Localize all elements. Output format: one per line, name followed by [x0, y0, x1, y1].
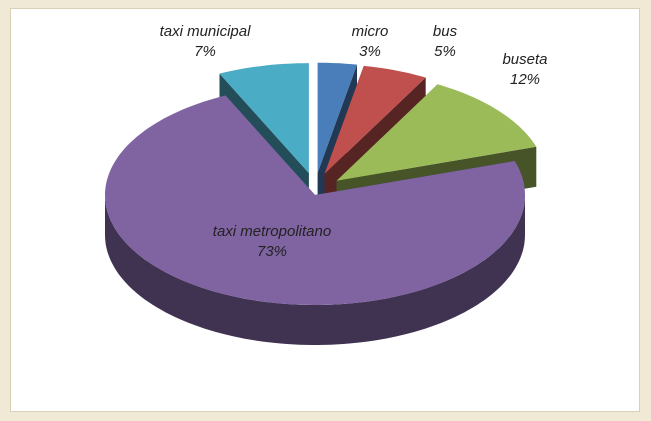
slice — [324, 65, 426, 174]
value-label: 3% — [359, 43, 381, 60]
category-label: micro — [351, 23, 389, 40]
value-label: 7% — [194, 43, 216, 60]
data-label: taxi municipal 7% — [130, 22, 280, 62]
data-label: taxi metropolitano 73% — [207, 222, 337, 262]
slice — [317, 62, 357, 173]
category-label: taxi metropolitano — [212, 223, 332, 240]
data-label: buseta 12% — [495, 50, 555, 90]
value-label: 5% — [434, 43, 456, 60]
slice — [336, 84, 537, 181]
category-label: bus — [432, 23, 458, 40]
value-label: 73% — [256, 243, 288, 260]
slice — [105, 95, 525, 305]
category-label: taxi municipal — [159, 23, 251, 40]
category-label: buseta — [502, 51, 548, 68]
slice — [219, 63, 309, 174]
slice-wall — [105, 195, 525, 345]
data-label: micro 3% — [340, 22, 400, 62]
value-label: 12% — [509, 71, 541, 88]
data-label: bus 5% — [420, 22, 470, 62]
